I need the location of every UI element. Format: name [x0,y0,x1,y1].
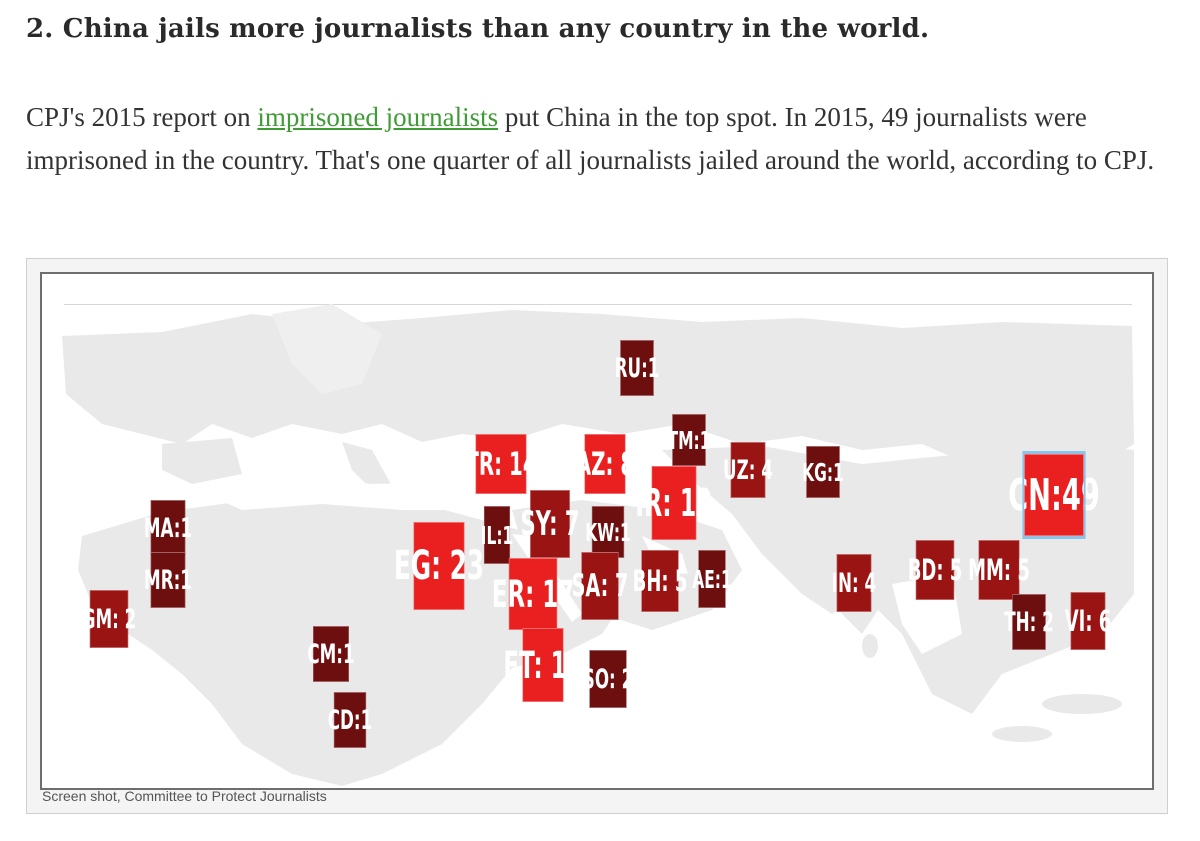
label-uz[interactable]: UZ: 4 [723,442,773,498]
map-screenshot-frame: RU:1 TM:1 TR: 14 AZ: 8 UZ: 4 KG:1 CN:49 … [40,272,1154,790]
label-ma[interactable]: MA:1 [144,500,192,556]
label-kw[interactable]: KW:1 [585,506,631,558]
label-il[interactable]: IL:1 [481,506,513,564]
label-cn[interactable]: CN:49 [1008,451,1100,539]
map-divider-line [64,304,1132,305]
paragraph-text-after-link: put China in the top spot. In 2015, 49 j… [26,102,1155,175]
label-mr[interactable]: MR:1 [144,552,192,608]
label-et[interactable]: ET: 10 [503,628,583,702]
label-mm[interactable]: MM: 5 [968,540,1030,600]
label-sy[interactable]: SY: 7 [520,490,580,558]
imprisoned-journalists-link[interactable]: imprisoned journalists [257,102,499,132]
label-th[interactable]: TH: 2 [1004,594,1054,650]
africa-landmass [78,496,622,786]
label-vi[interactable]: VI: 6 [1065,592,1111,650]
label-ru[interactable]: RU:1 [615,340,659,396]
label-ae[interactable]: AE:1 [692,550,732,608]
label-kg[interactable]: KG:1 [802,446,844,498]
label-sa[interactable]: SA: 7 [572,552,628,620]
label-bh[interactable]: BH: 5 [633,550,687,612]
label-in[interactable]: IN: 4 [832,554,876,612]
article-heading: 2. China jails more journalists than any… [26,14,930,44]
label-ir[interactable]: IR: 19 [635,466,713,540]
figure-caption: Screen shot, Committee to Protect Journa… [42,788,327,804]
paragraph-text-before-link: CPJ's 2015 report on [26,102,258,132]
label-bd[interactable]: BD: 5 [908,540,962,600]
label-cd[interactable]: CD:1 [328,692,372,748]
label-cm[interactable]: CM:1 [307,626,355,682]
label-so[interactable]: SO: 2 [583,650,633,708]
article-paragraph: CPJ's 2015 report on imprisoned journali… [26,96,1176,182]
label-az[interactable]: AZ: 8 [576,434,634,494]
label-gm[interactable]: GM: 2 [82,590,136,648]
label-tr[interactable]: TR: 14 [465,434,537,494]
label-tm[interactable]: TM:1 [668,414,710,466]
mediterranean-sea [192,474,512,510]
label-er[interactable]: ER: 17 [492,558,574,630]
map-figure: RU:1 TM:1 TR: 14 AZ: 8 UZ: 4 KG:1 CN:49 … [26,258,1168,814]
label-eg[interactable]: EG: 23 [394,522,484,610]
